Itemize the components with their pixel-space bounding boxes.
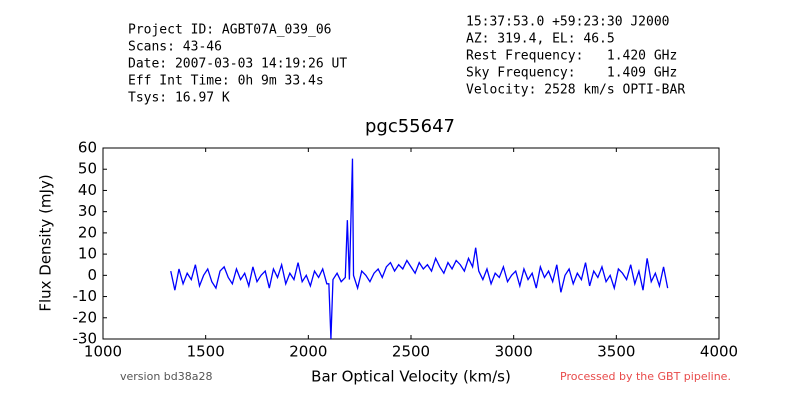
header-line: Date: 2007-03-03 14:19:26 UT (128, 57, 347, 72)
header-line: Scans: 43-46 (128, 40, 222, 55)
y-tick-label: 40 (78, 181, 97, 199)
x-tick-label: 3500 (597, 343, 635, 361)
y-tick-label: -30 (73, 330, 98, 348)
header-line: Velocity: 2528 km/s OPTI-BAR (466, 83, 685, 98)
x-tick-label: 4000 (700, 343, 738, 361)
header-line: Eff Int Time: 0h 9m 33.4s (128, 74, 324, 89)
plot-frame (102, 147, 720, 340)
chart-title: pgc55647 (365, 116, 455, 137)
header-line: Rest Frequency: 1.420 GHz (466, 49, 677, 64)
header-line: Tsys: 16.97 K (128, 91, 230, 106)
header-line: Project ID: AGBT07A_039_06 (128, 23, 332, 38)
y-tick-label: 0 (87, 266, 97, 284)
version-label: version bd38a28 (120, 370, 213, 383)
pipeline-label: Processed by the GBT pipeline. (560, 370, 731, 383)
x-tick-label: 2500 (392, 343, 430, 361)
header-line: Sky Frequency: 1.409 GHz (466, 66, 677, 81)
header-line: AZ: 319.4, EL: 46.5 (466, 32, 615, 47)
y-tick-label: 10 (78, 245, 97, 263)
y-tick-label: -20 (73, 308, 98, 326)
x-tick-label: 1500 (187, 343, 225, 361)
x-tick-label: 1000 (84, 343, 122, 361)
x-axis-label: Bar Optical Velocity (km/s) (311, 368, 511, 386)
y-axis-label: Flux Density (mJy) (37, 174, 55, 311)
y-tick-label: 30 (78, 202, 97, 220)
x-tick-label: 2000 (289, 343, 327, 361)
spectrum-line (170, 158, 669, 339)
y-tick-label: 20 (78, 223, 97, 241)
y-tick-label: -10 (73, 287, 98, 305)
x-tick-label: 3000 (495, 343, 533, 361)
y-tick-label: 50 (78, 160, 97, 178)
header-line: 15:37:53.0 +59:23:30 J2000 (466, 15, 670, 30)
y-tick-label: 60 (78, 139, 97, 157)
